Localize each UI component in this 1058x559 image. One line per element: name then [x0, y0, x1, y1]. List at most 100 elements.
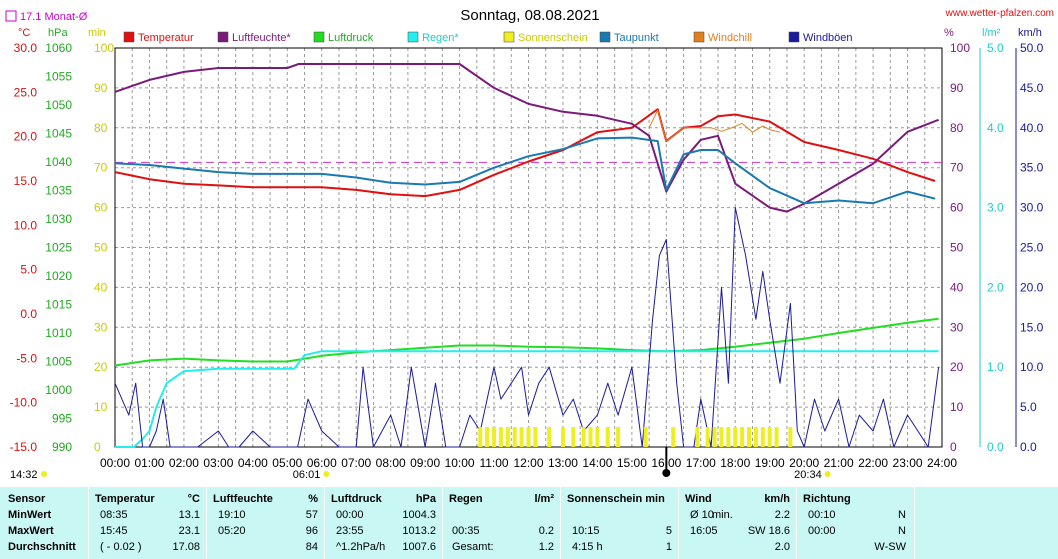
- wind-sub: min.: [712, 509, 733, 521]
- pressure-value: 1013.2: [402, 525, 436, 537]
- temp-tick-label: -10.0: [10, 396, 38, 410]
- sun-tick-label: 30: [94, 320, 108, 334]
- humidity-value: 57: [305, 509, 318, 521]
- wind-unit: km/h: [1018, 27, 1042, 39]
- sunshine-bar: [498, 427, 503, 447]
- header-wind: Wind: [685, 493, 712, 505]
- sunshine-bar: [643, 427, 648, 447]
- pressure-time: 00:00: [336, 509, 364, 521]
- wind-value: 2.2: [774, 509, 790, 521]
- sunshine-bar: [595, 427, 600, 447]
- wind-tick-label: 10.0: [1020, 360, 1044, 374]
- rain-tick-label: 2.0: [987, 280, 1004, 294]
- sunshine-bar: [485, 427, 490, 447]
- sunshine-bar: [726, 427, 731, 447]
- time-tick-label: 05:00: [272, 456, 302, 470]
- legend-label-1: Luftfeuchte*: [232, 32, 291, 44]
- sunshine-bar: [605, 427, 610, 447]
- series-line-5: [648, 109, 781, 142]
- humidity-tick-label: 70: [950, 161, 964, 175]
- dir-time: 00:10: [808, 509, 836, 521]
- sunshine-bar: [740, 427, 745, 447]
- header-pressure: Luftdruck: [331, 493, 382, 505]
- website-label: www.wetter-pfalzen.com: [945, 8, 1054, 19]
- month-avg-label: 17.1 Monat-Ø: [20, 11, 88, 23]
- sunshine-bar: [719, 427, 724, 447]
- humidity-tick-label: 30: [950, 320, 964, 334]
- rain-tick-label: 3.0: [987, 201, 1004, 215]
- time-tick-label: 12:00: [513, 456, 543, 470]
- rain-tick-label: 5.0: [987, 41, 1004, 55]
- wind-value: SW 18.6: [747, 525, 790, 537]
- wind-label: 16:05: [690, 525, 718, 537]
- temp-tick-label: 25.0: [14, 85, 38, 99]
- sunshine-bar: [747, 427, 752, 447]
- pressure-tick-label: 1005: [45, 355, 72, 369]
- time-tick-label: 20:00: [789, 456, 819, 470]
- time-tick-label: 10:00: [445, 456, 475, 470]
- sunset-label: 20:34: [794, 469, 822, 481]
- temp-tick-label: -15.0: [10, 440, 38, 454]
- moon-icon: [662, 469, 671, 477]
- pressure-tick-label: 1060: [45, 41, 72, 55]
- sun-tick-label: 80: [94, 121, 108, 135]
- sunshine-bar: [588, 427, 593, 447]
- humidity-value: 84: [305, 541, 318, 553]
- humidity-tick-label: 0: [950, 440, 957, 454]
- sunshine-bar: [581, 427, 586, 447]
- pressure-tick-label: 1020: [45, 269, 72, 283]
- legend-label-7: Windböen: [803, 32, 853, 44]
- sunshine-bar: [526, 427, 531, 447]
- pressure-tick-label: 1010: [45, 326, 72, 340]
- temp-tick-label: 30.0: [14, 41, 38, 55]
- rain-tick-label: 0.0: [987, 440, 1004, 454]
- sunshine-bar: [478, 427, 483, 447]
- wind-tick-label: 25.0: [1020, 241, 1044, 255]
- time-tick-label: 07:00: [341, 456, 371, 470]
- sun-tick-label: 0: [94, 440, 101, 454]
- series-line-1: [114, 63, 939, 213]
- legend-swatch-5: [599, 31, 611, 43]
- rain-value: 1.2: [538, 541, 554, 553]
- legend-label-4: Sonnenschein: [518, 32, 588, 44]
- legend-label-3: Regen*: [422, 32, 459, 44]
- sunshine-bar: [671, 427, 676, 447]
- sun-tick-label: 60: [94, 201, 108, 215]
- sunshine-bar: [492, 427, 497, 447]
- sunshine-bar: [695, 427, 700, 447]
- wind-tick-label: 50.0: [1020, 41, 1044, 55]
- sunshine-bar: [547, 427, 552, 447]
- sunshine-bar: [616, 427, 621, 447]
- sunshine-bar: [760, 427, 765, 447]
- pressure-tick-label: 1050: [45, 98, 72, 112]
- time-tick-label: 19:00: [755, 456, 785, 470]
- dir-value: N: [898, 525, 906, 537]
- time-tick-label: 03:00: [203, 456, 233, 470]
- header-humidity: Luftfeuchte: [213, 493, 273, 505]
- rain-time: 00:35: [452, 525, 480, 537]
- weather-chart: 30.0 25.0 20.0 15.0 10.0 5.0 0.0 -5.0 -10.0 -15.0…: [5, 7, 1054, 481]
- pressure-tick-label: 1045: [45, 127, 72, 141]
- rain-tick-label: 1.0: [987, 360, 1004, 374]
- sun-time: 10:15: [572, 525, 600, 537]
- humidity-value: 96: [305, 525, 318, 537]
- pressure-tick-label: 1015: [45, 298, 72, 312]
- chart-title: Sonntag, 08.08.2021: [460, 7, 599, 24]
- dir-value: N: [898, 509, 906, 521]
- sunrise-label: 06:01: [293, 469, 321, 481]
- wind-tick-label: 40.0: [1020, 121, 1044, 135]
- sunshine-bar: [560, 427, 565, 447]
- time-tick-label: 15:00: [617, 456, 647, 470]
- time-tick-label: 09:00: [410, 456, 440, 470]
- sunshine-bar: [505, 427, 510, 447]
- sun-tick-label: 50: [94, 241, 108, 255]
- pressure-tick-label: 1040: [45, 155, 72, 169]
- sunshine-bar: [533, 427, 538, 447]
- sun-value: 1: [665, 541, 672, 553]
- pressure-tick-label: 1055: [45, 70, 72, 84]
- temp-tick-label: 20.0: [14, 130, 38, 144]
- dir-value: W-SW: [874, 541, 906, 553]
- rain-value: 0.2: [538, 525, 554, 537]
- sunshine-bar: [712, 427, 717, 447]
